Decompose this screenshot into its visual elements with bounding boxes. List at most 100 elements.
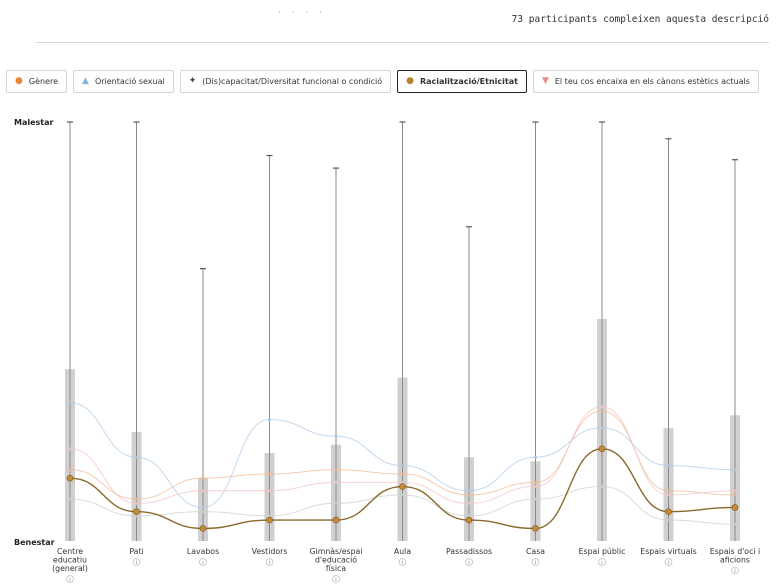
info-icon-glyph: i <box>734 568 736 575</box>
series-point <box>600 426 604 430</box>
series-point <box>666 463 671 468</box>
circle-icon: ● <box>15 76 23 86</box>
category-label: educatiu <box>53 556 87 565</box>
category-label: Vestidors <box>252 547 288 556</box>
series-point <box>134 455 139 459</box>
info-icon-glyph: i <box>136 560 138 567</box>
series-point <box>465 516 473 524</box>
series-point <box>267 514 272 518</box>
series-point <box>134 501 139 505</box>
legend-label: Gènere <box>28 77 59 86</box>
series-point <box>400 493 405 497</box>
series-point <box>201 489 205 493</box>
legend-item-genere[interactable]: ● Gènere <box>6 70 68 93</box>
info-icon <box>664 558 673 566</box>
info-icon <box>531 558 540 566</box>
category-label: Espais d'oci i <box>710 547 760 556</box>
category-label: Pati <box>129 547 143 556</box>
series-line <box>69 448 736 530</box>
legend-label: Orientació sexual <box>94 77 165 86</box>
info-icon-glyph: i <box>202 560 204 567</box>
series-point <box>733 493 737 497</box>
info-icon-glyph: i <box>601 560 603 567</box>
series-point <box>134 497 139 501</box>
series-point <box>199 525 207 532</box>
series-point <box>598 445 606 453</box>
info-icon <box>132 558 141 566</box>
category-label: Gimnàs/espai <box>310 547 363 556</box>
category-label: Aula <box>394 547 411 556</box>
info-icon <box>265 558 274 566</box>
series-point <box>266 516 273 524</box>
category-label: Casa <box>526 547 545 556</box>
legend-item-racialitzacio[interactable]: ● Racialització/Etnicitat <box>397 70 527 93</box>
category-label: d'educació <box>315 556 357 565</box>
category-label: (general) <box>52 564 88 573</box>
legend-item-discapacitat[interactable]: ✦ (Dis)capacitat/Diversitat funcional o … <box>179 70 392 93</box>
series-point <box>533 480 538 484</box>
info-icon-glyph: i <box>402 560 404 567</box>
series-point <box>533 455 538 459</box>
legend-item-orientacio[interactable]: ▲ Orientació sexual <box>73 70 174 93</box>
series-point <box>68 401 72 405</box>
series-point <box>68 447 72 451</box>
category-label: Lavabos <box>187 547 219 556</box>
series-point <box>467 501 471 505</box>
info-icon <box>66 575 74 583</box>
info-icon-glyph: i <box>69 577 71 584</box>
info-icon-glyph: i <box>269 560 271 567</box>
series-point <box>666 493 671 497</box>
page-top-mark: · · · · <box>278 8 327 18</box>
info-icon <box>332 575 340 583</box>
series-point <box>334 501 338 505</box>
triangle-down-icon: ▼ <box>541 76 549 86</box>
series-line <box>69 486 736 525</box>
series-point <box>68 497 72 501</box>
header-divider <box>36 42 769 43</box>
legend-label: El teu cos encaixa en els cànons estètic… <box>554 77 750 86</box>
series-point <box>600 484 604 489</box>
series-point <box>467 493 471 497</box>
info-icon <box>199 558 207 566</box>
series-point <box>600 405 604 409</box>
series-point <box>201 510 205 514</box>
category-label: aficions <box>720 556 750 565</box>
info-icon-glyph: i <box>535 560 537 567</box>
y-label-top: Malestar <box>14 118 54 127</box>
series-point <box>467 514 471 518</box>
series-point <box>533 484 538 489</box>
series-point <box>600 409 604 413</box>
series-point <box>400 480 405 484</box>
series-point <box>134 514 139 518</box>
legend-item-cos[interactable]: ▼ El teu cos encaixa en els cànons estèt… <box>532 70 759 93</box>
circle-icon: ● <box>406 76 414 86</box>
category-label: Espai públic <box>579 547 626 556</box>
star-icon: ✦ <box>188 76 197 86</box>
info-icon <box>598 558 606 566</box>
info-icon <box>731 566 739 575</box>
series-point <box>400 472 405 476</box>
category-label: Passadissos <box>446 547 492 556</box>
series-point <box>267 417 272 422</box>
series-point <box>400 463 405 468</box>
series-point <box>666 489 671 493</box>
series-point <box>334 480 338 484</box>
series-point <box>201 476 205 480</box>
series-point <box>731 504 739 511</box>
series-point <box>665 508 672 515</box>
series-point <box>68 468 72 472</box>
legend-label: (Dis)capacitat/Diversitat funcional o co… <box>202 77 383 86</box>
triangle-icon: ▲ <box>82 76 89 86</box>
series-point <box>334 468 338 472</box>
info-icon-glyph: i <box>668 560 670 567</box>
series-point <box>66 474 74 482</box>
category-label: Espais virtuals <box>640 547 696 556</box>
legend-label: Racialització/Etnicitat <box>419 77 518 86</box>
series-point <box>733 489 737 493</box>
series-point <box>666 518 671 522</box>
info-icon <box>398 558 407 566</box>
series-line <box>69 406 736 504</box>
y-label-bottom: Benestar <box>14 538 55 547</box>
series-point <box>201 505 205 510</box>
